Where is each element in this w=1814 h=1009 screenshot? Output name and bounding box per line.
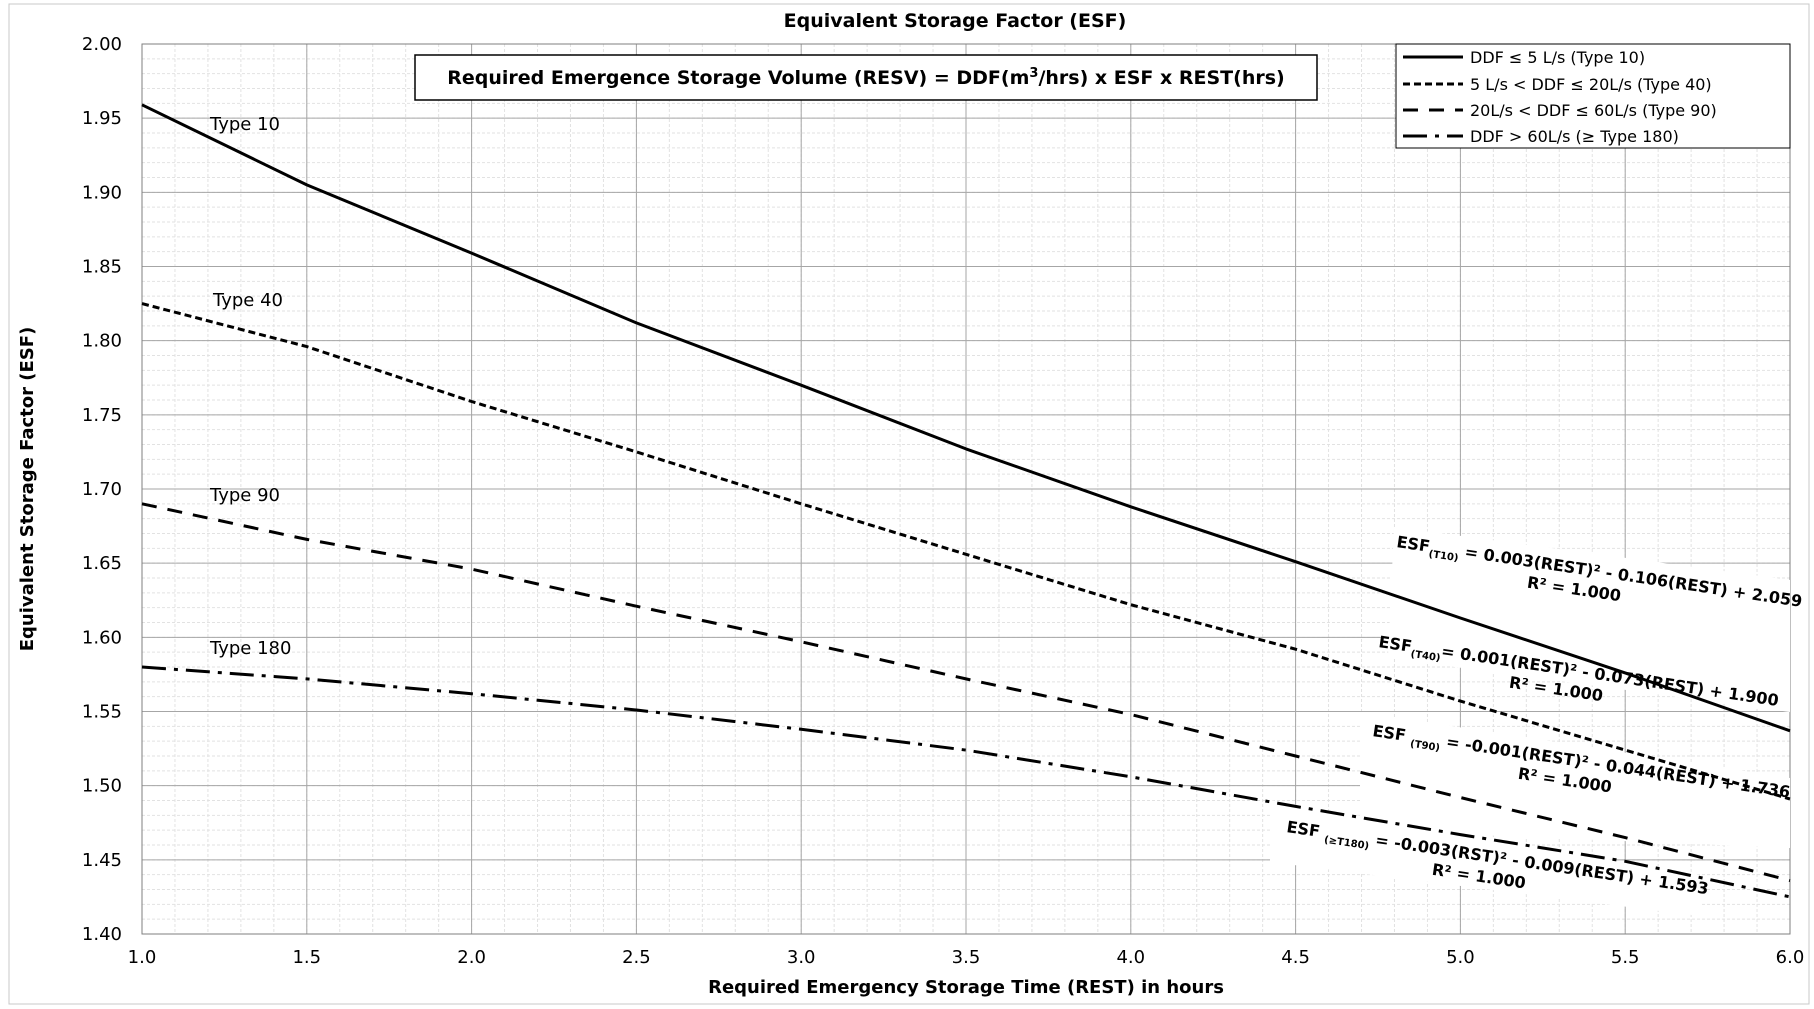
series-line-type-180 [141,665,1791,899]
y-tick-label: 1.45 [82,850,122,871]
series-line-type-40 [141,302,1791,801]
legend-label-type-40: 5 L/s < DDF ≤ 20L/s (Type 40) [1470,75,1712,94]
y-tick-label: 1.50 [82,776,122,797]
x-axis-label: Required Emergency Storage Time (REST) i… [708,977,1224,998]
x-tick-label: 4.0 [1116,947,1145,968]
legend: DDF ≤ 5 L/s (Type 10) 5 L/s < DDF ≤ 20L/… [1395,43,1791,149]
y-tick-label: 1.75 [82,405,122,426]
y-tick-label: 1.80 [82,331,122,352]
y-tick-label: 2.00 [82,34,122,55]
legend-label-type-10: DDF ≤ 5 L/s (Type 10) [1470,48,1645,67]
y-tick-labels: 1.40 1.45 1.50 1.55 1.60 1.65 1.70 1.75 1.80 1.85… [82,34,122,945]
series-line-type-90 [141,502,1791,883]
curve-label-type-90: Type 90 [209,485,280,506]
y-tick-label: 1.65 [82,553,122,574]
x-tick-label: 3.0 [787,947,816,968]
legend-label-type-180: DDF > 60L/s (≥ Type 180) [1470,127,1679,146]
plot-area-border [141,43,1791,935]
y-tick-label: 1.85 [82,257,122,278]
x-tick-labels: 1.0 1.5 2.0 2.5 3.0 3.5 4.0 4.5 5.0 5.5 6.0 [128,947,1805,968]
eq-t10-sub: (T10) [1428,549,1459,564]
x-tick-label: 5.0 [1446,947,1475,968]
series-lines [141,103,1791,899]
curve-label-type-10: Type 10 [209,114,280,135]
x-tick-label: 4.5 [1281,947,1310,968]
eq-t40-esf: ESF [1377,632,1413,656]
eq-t10-esf: ESF [1395,532,1431,556]
x-tick-label: 6.0 [1776,947,1805,968]
y-tick-label: 1.95 [82,108,122,129]
y-axis-label: Equivalent Storage Factor (ESF) [17,327,38,652]
formula-prefix: Required Emergence Storage Volume (RESV)… [447,67,1029,89]
eq-t90-sub: (T90) [1409,739,1440,754]
y-tick-label: 1.55 [82,702,122,723]
x-tick-label: 3.5 [952,947,981,968]
y-tick-label: 1.90 [82,182,122,203]
curve-label-type-180: Type 180 [209,638,291,659]
series-line-type-10 [141,103,1791,733]
y-tick-label: 1.70 [82,479,122,500]
x-tick-label: 2.0 [457,947,486,968]
chart-title: Equivalent Storage Factor (ESF) [784,10,1127,32]
formula-box: Required Emergence Storage Volume (RESV)… [414,54,1318,101]
x-tick-label: 5.5 [1611,947,1640,968]
legend-label-type-90: 20L/s < DDF ≤ 60L/s (Type 90) [1470,101,1717,120]
formula-suffix: /hrs) x ESF x REST(hrs) [1038,67,1284,89]
y-tick-label: 1.40 [82,924,122,945]
formula-superscript: 3 [1029,66,1038,81]
eq-t40-sub: (T40) [1410,649,1441,664]
curve-label-type-40: Type 40 [212,290,283,311]
x-tick-label: 1.5 [292,947,321,968]
x-tick-label: 1.0 [128,947,157,968]
svg-text:Required Emergence Storage Vol: Required Emergence Storage Volume (RESV)… [447,66,1284,89]
y-tick-label: 1.60 [82,627,122,648]
x-tick-label: 2.5 [622,947,651,968]
